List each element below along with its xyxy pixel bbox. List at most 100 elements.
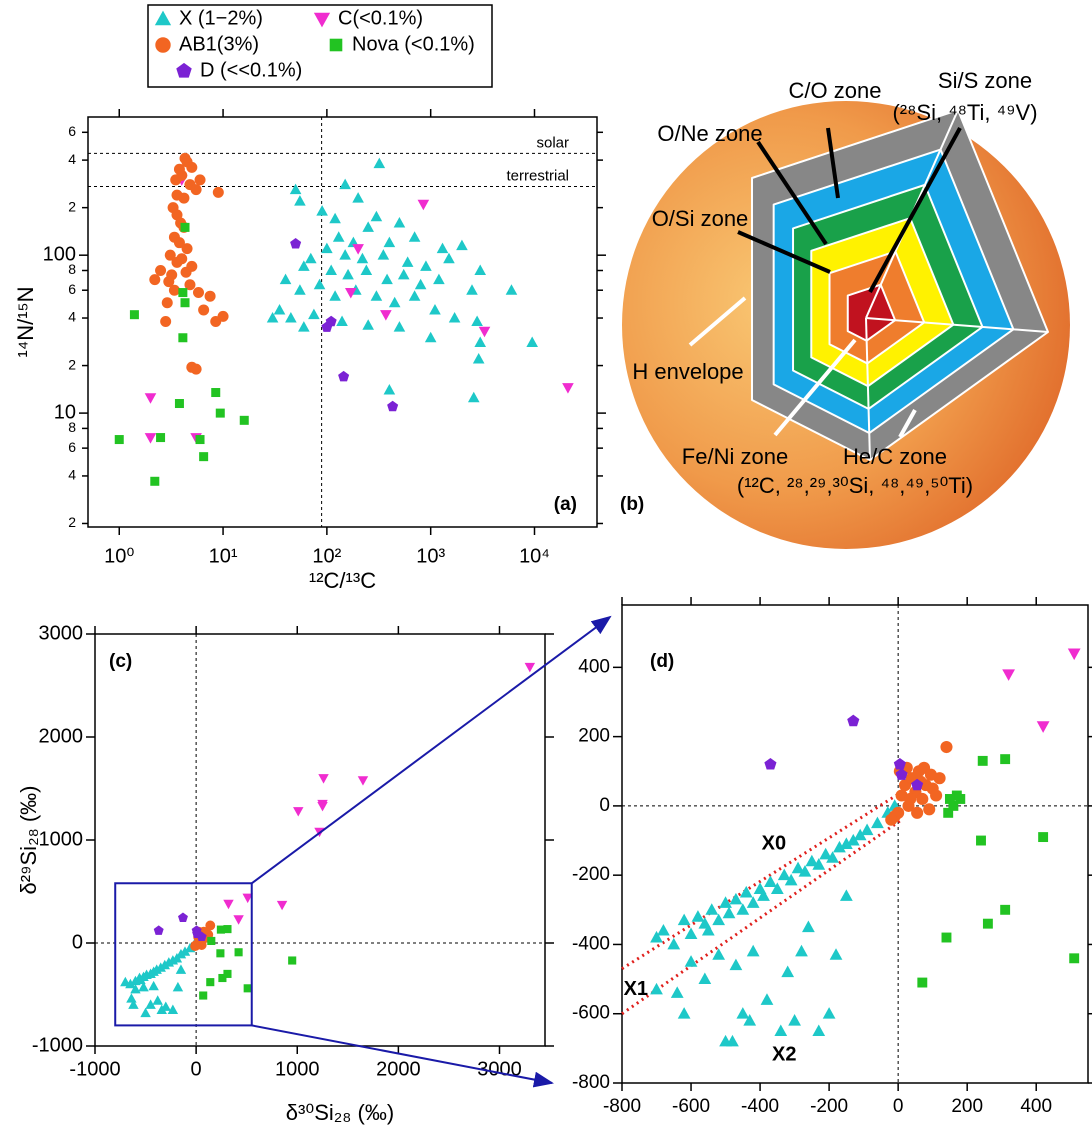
data-point [505, 284, 518, 295]
data-point [397, 268, 410, 280]
data-point [339, 249, 351, 260]
data-point [805, 854, 819, 867]
data-point [466, 284, 478, 295]
data-point [194, 174, 206, 186]
y-tick-label: 4 [68, 467, 76, 483]
data-point [393, 321, 406, 332]
data-point [562, 383, 574, 394]
data-point [325, 264, 337, 275]
data-point [822, 1007, 836, 1019]
data-point [318, 774, 329, 784]
legend-marker [154, 10, 172, 26]
data-point [373, 157, 386, 169]
y-tick-label: 2 [68, 198, 76, 214]
data-point [401, 256, 414, 267]
data-point [1067, 648, 1081, 661]
data-point [298, 260, 310, 271]
x-tick-label: 1000 [275, 1058, 320, 1080]
data-point [736, 1007, 750, 1019]
data-point [885, 813, 898, 826]
data-point [917, 977, 928, 988]
data-point [743, 1014, 757, 1026]
zone-label: C/O zone [789, 78, 882, 103]
data-point [924, 768, 937, 781]
data-point [234, 948, 243, 957]
zone-label: H envelope [632, 359, 743, 384]
data-point [179, 946, 191, 956]
data-point [223, 969, 232, 978]
data-point [383, 236, 396, 248]
data-point [650, 982, 663, 995]
data-point [178, 288, 188, 298]
data-point [290, 238, 302, 249]
data-point [777, 868, 791, 881]
x-tick-label: 10³ [416, 545, 445, 567]
data-point [370, 290, 383, 301]
data-point [308, 308, 320, 320]
data-point [414, 278, 427, 290]
data-point [316, 205, 328, 216]
data-point [178, 333, 188, 343]
data-point [155, 962, 166, 972]
data-point [420, 260, 432, 271]
data-point [172, 981, 184, 992]
y-tick-label: 4 [68, 151, 76, 167]
data-point [526, 336, 538, 347]
data-point [774, 1024, 788, 1036]
data-point [175, 948, 187, 959]
data-point [705, 903, 719, 915]
data-point [161, 297, 173, 309]
panel-label: (d) [650, 651, 674, 672]
zone-label: O/Ne zone [657, 121, 762, 146]
data-point [160, 316, 172, 328]
y-tick-label: 2 [68, 356, 76, 372]
x-tick-label: 200 [951, 1096, 983, 1117]
data-point [719, 896, 732, 908]
data-point [196, 931, 207, 942]
y-tick-label: 4 [68, 309, 76, 325]
annotation: X0 [762, 832, 786, 854]
data-point [357, 776, 369, 786]
data-point [370, 210, 383, 222]
data-point [342, 268, 354, 280]
data-point [846, 833, 860, 846]
data-point [670, 986, 684, 998]
data-point [207, 936, 216, 945]
data-point [911, 778, 924, 791]
y-tick-label: -800 [572, 1072, 610, 1093]
data-point [684, 927, 698, 940]
data-point [429, 303, 441, 315]
data-point [199, 452, 209, 462]
data-point [313, 278, 326, 290]
y-tick-label: 6 [68, 281, 76, 297]
data-point [129, 310, 139, 320]
legend-label: AB1(3%) [179, 33, 259, 55]
data-point [1069, 953, 1080, 964]
data-point [150, 476, 160, 486]
zoom-arrow [251, 615, 612, 885]
data-point [474, 264, 487, 275]
legend-marker [155, 37, 171, 53]
data-point [184, 279, 196, 291]
data-point [471, 315, 483, 327]
data-point [155, 264, 167, 276]
data-point [218, 973, 227, 983]
data-point [239, 415, 249, 425]
data-point [839, 889, 853, 901]
data-point [380, 310, 392, 321]
data-point [125, 978, 136, 989]
y-tick-label: 200 [578, 726, 610, 747]
annotation: X2 [772, 1044, 796, 1066]
data-point [223, 899, 234, 910]
data-point [170, 174, 182, 186]
data-point [164, 249, 176, 261]
data-point [153, 925, 164, 935]
data-point [436, 242, 449, 254]
data-point [417, 199, 430, 211]
x-tick-label: 2000 [376, 1058, 421, 1080]
y-tick-label: -1000 [32, 1034, 83, 1056]
data-point [524, 662, 536, 673]
data-point [860, 823, 874, 836]
data-point [293, 807, 304, 817]
legend-marker [176, 62, 192, 78]
